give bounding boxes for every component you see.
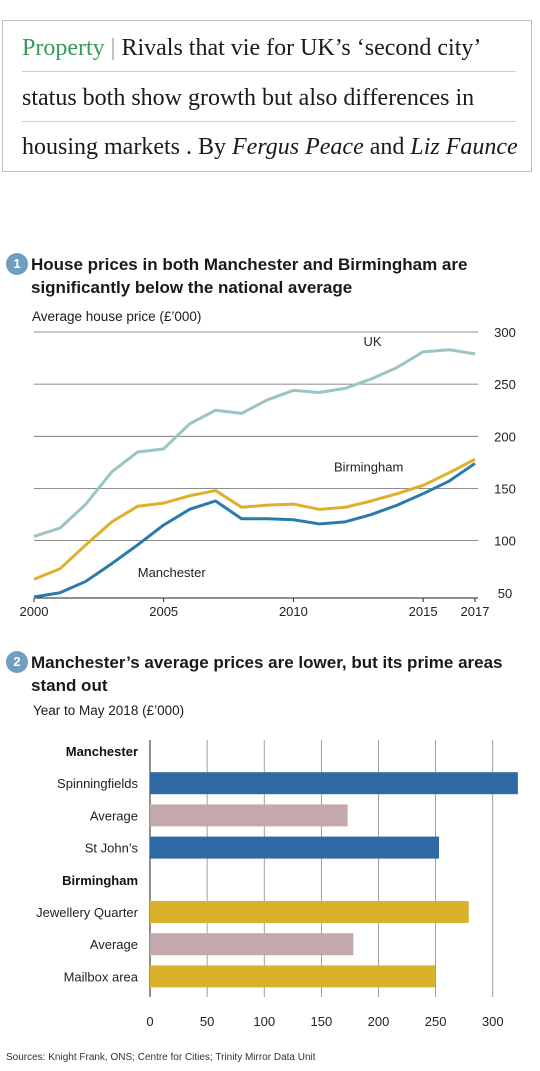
x-tick-label: 2005 xyxy=(149,604,178,619)
y-tick-label: 250 xyxy=(494,377,516,392)
author-name: Fergus Peace xyxy=(232,134,364,160)
bar xyxy=(150,901,469,923)
headline-box: Property | Rivals that vie for UK’s ‘sec… xyxy=(2,20,532,172)
x-tick-label: 2015 xyxy=(409,604,438,619)
x-tick-label: 2017 xyxy=(461,604,490,619)
y-tick-label: 200 xyxy=(494,429,516,444)
series-line-uk xyxy=(33,348,476,538)
headline-line-1-text: Rivals that vie for UK’s ‘second city’ xyxy=(121,35,482,61)
author-name: Liz Faunce xyxy=(410,134,518,160)
bar xyxy=(150,965,436,988)
category-label: St John’s xyxy=(85,841,139,856)
bar xyxy=(150,933,354,956)
series-line-birmingham xyxy=(33,457,476,581)
headline-separator: | xyxy=(110,35,116,61)
headline-rule xyxy=(22,71,516,72)
headline-line-3: housing markets . By Fergus Peace and Li… xyxy=(22,134,518,161)
group-label: Birmingham xyxy=(62,873,138,888)
headline-kicker: Property xyxy=(22,35,105,61)
series-line-manchester xyxy=(33,462,476,599)
chart-title: House prices in both Manchester and Birm… xyxy=(31,255,468,297)
y-tick-label: 50 xyxy=(498,586,512,601)
chart-2-axis-label: Year to May 2018 (£’000) xyxy=(33,703,185,718)
category-label: Mailbox area xyxy=(64,969,139,984)
x-tick-label: 100 xyxy=(253,1014,275,1029)
x-tick-label: 2000 xyxy=(20,604,49,619)
y-tick-label: 300 xyxy=(494,325,516,340)
category-label: Jewellery Quarter xyxy=(36,905,139,920)
x-tick-label: 200 xyxy=(368,1014,390,1029)
chart-1-axis-label: Average house price (£’000) xyxy=(32,309,202,324)
chart-title: Manchester’s average prices are lower, b… xyxy=(31,653,503,695)
source-note: Sources: Knight Frank, ONS; Centre for C… xyxy=(6,1052,316,1063)
bar xyxy=(150,836,440,859)
headline-line-3-text: housing markets . By xyxy=(22,134,226,160)
category-label: Average xyxy=(90,937,138,952)
group-label: Manchester xyxy=(66,744,138,759)
category-label: Average xyxy=(90,808,138,823)
x-tick-label: 0 xyxy=(146,1014,153,1029)
headline-line-2: status both show growth but also differe… xyxy=(22,85,475,111)
y-tick-label: 150 xyxy=(494,481,516,496)
x-tick-label: 300 xyxy=(482,1014,504,1029)
bar xyxy=(150,804,348,827)
chart-number-badge: 2 xyxy=(6,651,28,673)
headline-rule xyxy=(22,121,516,122)
series-label-manchester: Manchester xyxy=(138,565,207,580)
series-label-birmingham: Birmingham xyxy=(334,460,403,475)
headline-and: and xyxy=(369,134,405,160)
chart-number-badge: 1 xyxy=(6,253,28,275)
headline-line-1: Property | Rivals that vie for UK’s ‘sec… xyxy=(22,35,481,62)
x-tick-label: 2010 xyxy=(279,604,308,619)
category-label: Spinningfields xyxy=(57,776,138,791)
x-tick-label: 250 xyxy=(425,1014,447,1029)
x-tick-label: 50 xyxy=(200,1014,214,1029)
y-tick-label: 100 xyxy=(494,534,516,549)
line-chart: 50 100 150 200 250 300 2000 2005 2010 2015 2017 UK B… xyxy=(20,325,516,619)
series-label-uk: UK xyxy=(364,334,382,349)
bar xyxy=(150,772,518,795)
bar-chart: 0 50 100 150 200 250 300 Manchester Spinningfiel… xyxy=(36,740,518,1029)
x-tick-label: 150 xyxy=(311,1014,333,1029)
